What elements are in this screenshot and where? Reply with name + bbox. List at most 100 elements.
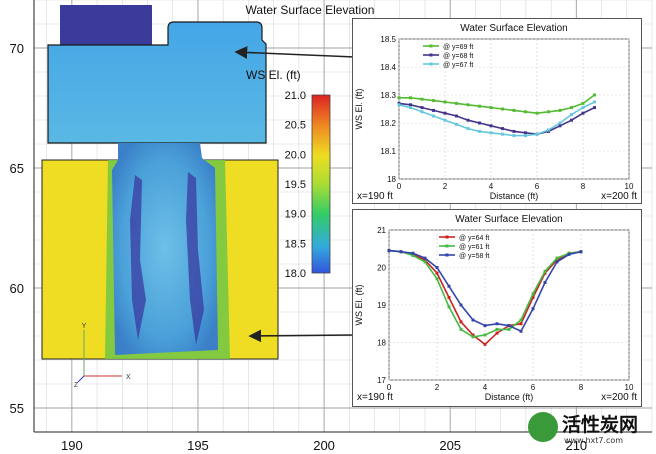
inset-y-axis-label: WS El. (ft): [354, 89, 364, 130]
series-point: [558, 121, 562, 125]
inset-x-tick-label: 6: [531, 383, 536, 392]
series-point: [478, 104, 481, 108]
x-tick-label: 190: [61, 438, 83, 453]
inset-x-tick-label: 4: [483, 383, 488, 392]
series-point: [531, 307, 535, 311]
series-point: [432, 108, 435, 112]
series-point: [535, 111, 539, 115]
series-point: [558, 124, 562, 128]
inset-right-label: x=200 ft: [601, 392, 637, 403]
legend-label: @ y=67 ft: [443, 62, 473, 69]
series-point: [387, 249, 391, 253]
series-point: [443, 100, 447, 104]
series-point: [399, 250, 403, 254]
series-point: [471, 333, 475, 337]
series-point: [471, 318, 475, 322]
channel-streak-left: [130, 175, 146, 340]
series-point: [581, 111, 585, 115]
series-point: [455, 114, 458, 118]
watermark-brand: 活性炭网: [562, 414, 639, 436]
legend-label: @ y=64 ft: [459, 235, 489, 242]
colorbar-title: WS El. (ft): [246, 68, 301, 82]
series-point: [409, 96, 412, 100]
legend-label: @ y=68 ft: [443, 53, 473, 60]
top-block: [60, 5, 152, 49]
series-point: [581, 101, 585, 105]
series-line: [398, 101, 595, 137]
inset-title: Water Surface Elevation: [460, 23, 567, 34]
colorbar-tick-label: 19.0: [285, 209, 306, 221]
y-tick-label: 55: [10, 401, 24, 416]
series-point: [495, 331, 499, 335]
inset-y-tick-label: 18: [387, 175, 396, 184]
series-point: [435, 271, 439, 275]
series-point: [579, 250, 583, 254]
series-point: [555, 258, 559, 262]
series-point: [519, 322, 523, 326]
legend-marker: [445, 244, 449, 248]
series-point: [423, 258, 427, 262]
series-point: [478, 121, 481, 125]
series-point: [411, 251, 415, 255]
inset-y-tick-label: 20: [377, 264, 386, 273]
series-point: [524, 110, 527, 114]
y-tick-label: 65: [10, 161, 24, 176]
series-point: [409, 106, 412, 110]
channel: [112, 143, 218, 355]
main-y-ticks: 55 60 65 70: [10, 41, 24, 416]
series-point: [519, 329, 523, 333]
inset-left-label: x=190 ft: [357, 191, 393, 202]
main-title: Water Surface Elevation: [246, 3, 375, 17]
colorbar-ticks: 21.0 20.5 20.0 19.5 19.0 18.5 18.0: [285, 90, 306, 280]
inset-y-tick-label: 18.4: [380, 63, 396, 72]
series-point: [524, 134, 527, 138]
series-point: [593, 106, 596, 110]
series-point: [466, 127, 470, 131]
y-tick-label: 70: [10, 41, 24, 56]
series-point: [466, 103, 470, 107]
inset-title: Water Surface Elevation: [455, 214, 562, 225]
series-point: [570, 118, 573, 122]
legend-marker: [445, 253, 449, 257]
watermark-logo-icon: [528, 412, 558, 442]
series-point: [466, 118, 470, 122]
inset-lower-chart: Water Surface Elevation 0 2 4 6 8 10 17 18 19 20 21…: [354, 214, 637, 403]
series-point: [447, 296, 451, 299]
inset-left-label: x=190 ft: [357, 392, 393, 403]
inset-y-tick-label: 17: [377, 376, 386, 385]
series-point: [455, 101, 458, 105]
series-point: [519, 318, 523, 322]
series-point: [483, 333, 487, 337]
legend-marker: [445, 235, 449, 239]
watermark: 活性炭网 www.hxt7.com: [528, 410, 652, 450]
series-point: [531, 296, 535, 299]
inset-x-axis-label: Distance (ft): [485, 392, 534, 402]
series-point: [535, 132, 539, 136]
legend-marker: [429, 62, 433, 66]
series-point: [531, 292, 535, 296]
series-point: [507, 327, 511, 331]
x-tick-label: 205: [439, 438, 461, 453]
y-tick-label: 60: [10, 281, 24, 296]
legend-label: @ y=69 ft: [443, 44, 473, 51]
inset-y-tick-label: 18.5: [380, 35, 396, 44]
inset-x-axis-label: Distance (ft): [490, 191, 539, 201]
series-point: [547, 110, 550, 114]
series-point: [543, 281, 547, 284]
series-point: [501, 107, 504, 111]
series-point: [501, 127, 504, 131]
main-x-ticks: 190 195 200 205 210: [61, 438, 587, 453]
series-point: [524, 131, 527, 135]
inset-y-tick-label: 19: [377, 301, 386, 310]
series-point: [512, 134, 516, 138]
inset-x-tick-label: 10: [625, 383, 634, 392]
series-point: [432, 114, 435, 118]
series-point: [397, 96, 401, 100]
series-point: [489, 131, 493, 135]
series-point: [423, 256, 427, 260]
series-point: [420, 106, 424, 110]
colorbar-tick-label: 20.0: [285, 149, 306, 161]
series-point: [435, 266, 439, 269]
legend-marker: [429, 53, 433, 57]
colorbar-tick-label: 18.5: [285, 238, 306, 250]
